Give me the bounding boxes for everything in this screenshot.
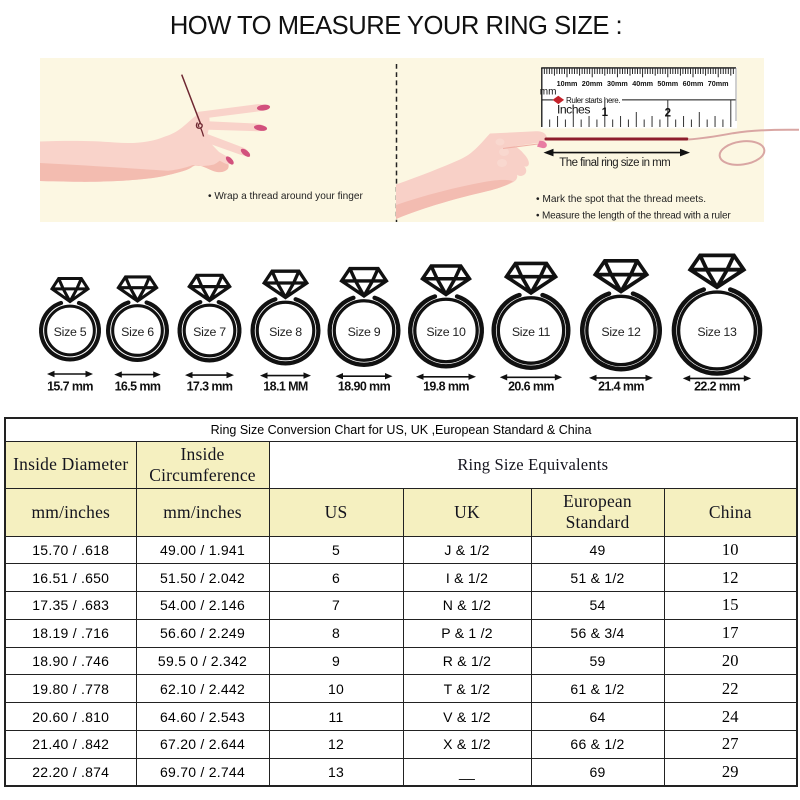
svg-text:19.8 mm: 19.8 mm [423, 380, 469, 394]
svg-text:21.4 mm: 21.4 mm [598, 380, 644, 394]
svg-text:18.1 MM: 18.1 MM [263, 380, 308, 394]
svg-text:• Mark the spot that the threa: • Mark the spot that the thread meets. [536, 194, 706, 205]
svg-text:Size 13: Size 13 [697, 325, 737, 339]
svg-text:2: 2 [665, 108, 671, 120]
svg-text:70mm: 70mm [708, 79, 729, 88]
svg-text:50mm: 50mm [657, 79, 678, 88]
svg-text:18.90 mm: 18.90 mm [338, 380, 391, 394]
svg-text:Size 8: Size 8 [269, 325, 302, 339]
svg-text:40mm: 40mm [632, 79, 653, 88]
svg-text:The final ring size in mm: The final ring size in mm [559, 157, 670, 169]
svg-text:1: 1 [602, 107, 609, 119]
svg-text:20mm: 20mm [582, 79, 603, 88]
svg-text:22.2 mm: 22.2 mm [694, 380, 740, 394]
svg-text:Size 12: Size 12 [601, 325, 641, 339]
svg-text:Size 6: Size 6 [121, 325, 154, 339]
svg-text:16.5 mm: 16.5 mm [115, 380, 161, 394]
svg-text:Size 7: Size 7 [193, 325, 226, 339]
svg-text:• Measure the length of the th: • Measure the length of the thread with … [536, 211, 731, 222]
svg-text:Size 5: Size 5 [54, 325, 87, 339]
svg-text:10mm: 10mm [557, 79, 578, 88]
svg-text:15.7 mm: 15.7 mm [47, 380, 93, 394]
svg-text:Size 10: Size 10 [426, 325, 466, 339]
svg-text:60mm: 60mm [683, 79, 704, 88]
svg-text:Inches: Inches [557, 103, 590, 117]
svg-text:30mm: 30mm [607, 79, 628, 88]
svg-text:mm: mm [540, 87, 557, 98]
svg-text:20.6 mm: 20.6 mm [508, 380, 554, 394]
svg-text:• Wrap a thread around your fi: • Wrap a thread around your finger [208, 191, 363, 202]
svg-text:Size 11: Size 11 [512, 325, 551, 339]
svg-text:17.3 mm: 17.3 mm [187, 380, 233, 394]
svg-text:Ruler starts here.: Ruler starts here. [566, 96, 620, 105]
svg-text:Size 9: Size 9 [348, 325, 381, 339]
